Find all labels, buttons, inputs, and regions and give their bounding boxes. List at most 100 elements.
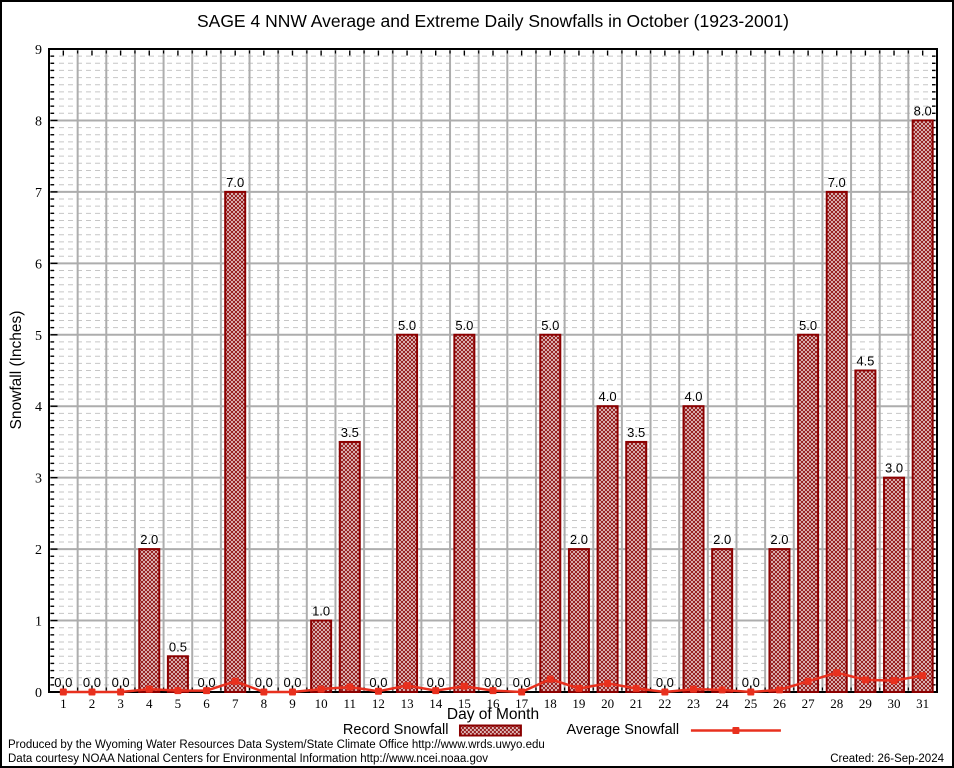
y-tick-label: 3	[35, 472, 42, 487]
bar-value-label: 5.0	[455, 318, 473, 333]
average-snowfall-marker	[288, 688, 296, 696]
y-tick-label: 2	[35, 543, 42, 558]
x-tick-label: 12	[372, 696, 385, 711]
average-snowfall-marker	[604, 679, 612, 687]
bar-value-label: 0.0	[255, 675, 273, 690]
x-tick-label: 26	[773, 696, 787, 711]
record-snowfall-bar	[625, 440, 648, 694]
bar-value-label: 4.0	[684, 389, 702, 404]
bar-value-label: 5.0	[398, 318, 416, 333]
x-tick-label: 1	[60, 696, 67, 711]
bar-value-label: 4.5	[856, 354, 874, 369]
bar-value-label: 3.5	[627, 425, 645, 440]
record-snowfall-bar	[768, 548, 791, 693]
y-tick-label: 1	[35, 615, 42, 630]
bar-value-label: 2.0	[140, 532, 158, 547]
record-snowfall-bar	[711, 548, 734, 693]
bar-value-label: 7.0	[828, 175, 846, 190]
y-tick-label: 6	[35, 257, 42, 272]
x-tick-label: 13	[401, 696, 414, 711]
bar-value-label: 4.0	[599, 389, 617, 404]
legend-average-snowfall-label: Average Snowfall	[566, 722, 680, 738]
record-snowfall-bar	[453, 333, 476, 693]
x-tick-label: 11	[344, 696, 357, 711]
bar-value-label: 0.0	[484, 675, 502, 690]
bar-value-label: 2.0	[713, 532, 731, 547]
bar-value-label: 1.0	[312, 604, 330, 619]
average-snowfall-marker	[59, 688, 67, 696]
x-tick-label: 27	[802, 696, 816, 711]
x-tick-label: 16	[487, 696, 501, 711]
average-snowfall-marker	[661, 688, 669, 696]
record-snowfall-bar	[224, 190, 247, 693]
average-snowfall-marker	[460, 682, 468, 690]
y-tick-label: 5	[35, 329, 42, 344]
average-snowfall-marker	[88, 688, 96, 696]
record-snowfall-bar	[539, 333, 562, 693]
record-snowfall-bar	[911, 119, 934, 693]
x-tick-label: 31	[916, 696, 929, 711]
average-snowfall-marker	[174, 687, 182, 695]
bar-value-label: 8.0	[914, 103, 932, 118]
average-snowfall-marker	[861, 676, 869, 684]
bar-value-label: 7.0	[226, 175, 244, 190]
average-snowfall-marker	[747, 688, 755, 696]
record-snowfall-bar	[797, 333, 820, 693]
average-snowfall-marker	[690, 685, 698, 693]
record-snowfall-bar	[166, 655, 189, 693]
x-tick-label: 17	[515, 696, 529, 711]
bar-value-label: 0.0	[54, 675, 72, 690]
footer-data-courtesy: Data courtesy NOAA National Centers for …	[8, 753, 489, 765]
x-axis-label: Day of Month	[446, 706, 540, 723]
average-snowfall-marker	[518, 688, 526, 696]
x-tick-label: 10	[315, 696, 328, 711]
record-snowfall-bar	[883, 476, 906, 693]
record-snowfall-bar	[138, 548, 161, 693]
record-snowfall-bar	[567, 548, 590, 693]
average-snowfall-marker	[260, 688, 268, 696]
x-tick-label: 21	[630, 696, 643, 711]
x-tick-label: 30	[888, 696, 901, 711]
x-tick-label: 15	[458, 696, 471, 711]
record-snowfall-bar	[338, 440, 361, 694]
bar-value-label: 3.0	[885, 461, 903, 476]
y-tick-label: 9	[35, 43, 42, 58]
record-snowfall-bar	[854, 369, 877, 693]
x-tick-label: 7	[232, 696, 239, 711]
x-tick-label: 19	[572, 696, 585, 711]
average-snowfall-marker	[833, 669, 841, 677]
record-snowfall-swatch-icon	[458, 724, 522, 736]
bar-value-label: 0.0	[112, 675, 130, 690]
legend-record-snowfall-label: Record Snowfall	[342, 722, 449, 738]
average-snowfall-marker	[804, 677, 812, 685]
bar-value-label: 0.0	[83, 675, 101, 690]
average-snowfall-marker	[432, 687, 440, 695]
bar-value-label: 0.0	[198, 675, 216, 690]
y-tick-label: 8	[35, 114, 42, 129]
record-snowfall-bar	[310, 619, 333, 693]
average-snowfall-marker	[231, 677, 239, 685]
y-tick-label: 7	[35, 186, 42, 201]
record-snowfall-bar	[682, 405, 705, 693]
average-snowfall-marker	[117, 688, 125, 696]
bar-value-label: 0.0	[742, 675, 760, 690]
bar-value-label: 0.0	[656, 675, 674, 690]
x-tick-label: 24	[716, 696, 730, 711]
average-snowfall-marker	[203, 687, 211, 695]
legend: Record Snowfall Average Snowfall	[343, 722, 783, 738]
average-snowfall-marker	[489, 687, 497, 695]
average-snowfall-marker	[775, 686, 783, 694]
average-snowfall-marker	[890, 677, 898, 685]
x-tick-label: 6	[203, 696, 210, 711]
average-snowfall-marker	[919, 672, 927, 680]
x-tick-label: 22	[658, 696, 671, 711]
x-tick-label: 2	[89, 696, 96, 711]
average-snowfall-marker	[317, 685, 325, 693]
y-tick-label: 4	[35, 400, 42, 415]
x-tick-label: 9	[289, 696, 296, 711]
bar-value-label: 0.0	[427, 675, 445, 690]
footer-produced-by: Produced by the Wyoming Water Resources …	[8, 739, 545, 751]
chart-title: SAGE 4 NNW Average and Extreme Daily Sno…	[196, 11, 790, 31]
x-tick-label: 8	[261, 696, 268, 711]
